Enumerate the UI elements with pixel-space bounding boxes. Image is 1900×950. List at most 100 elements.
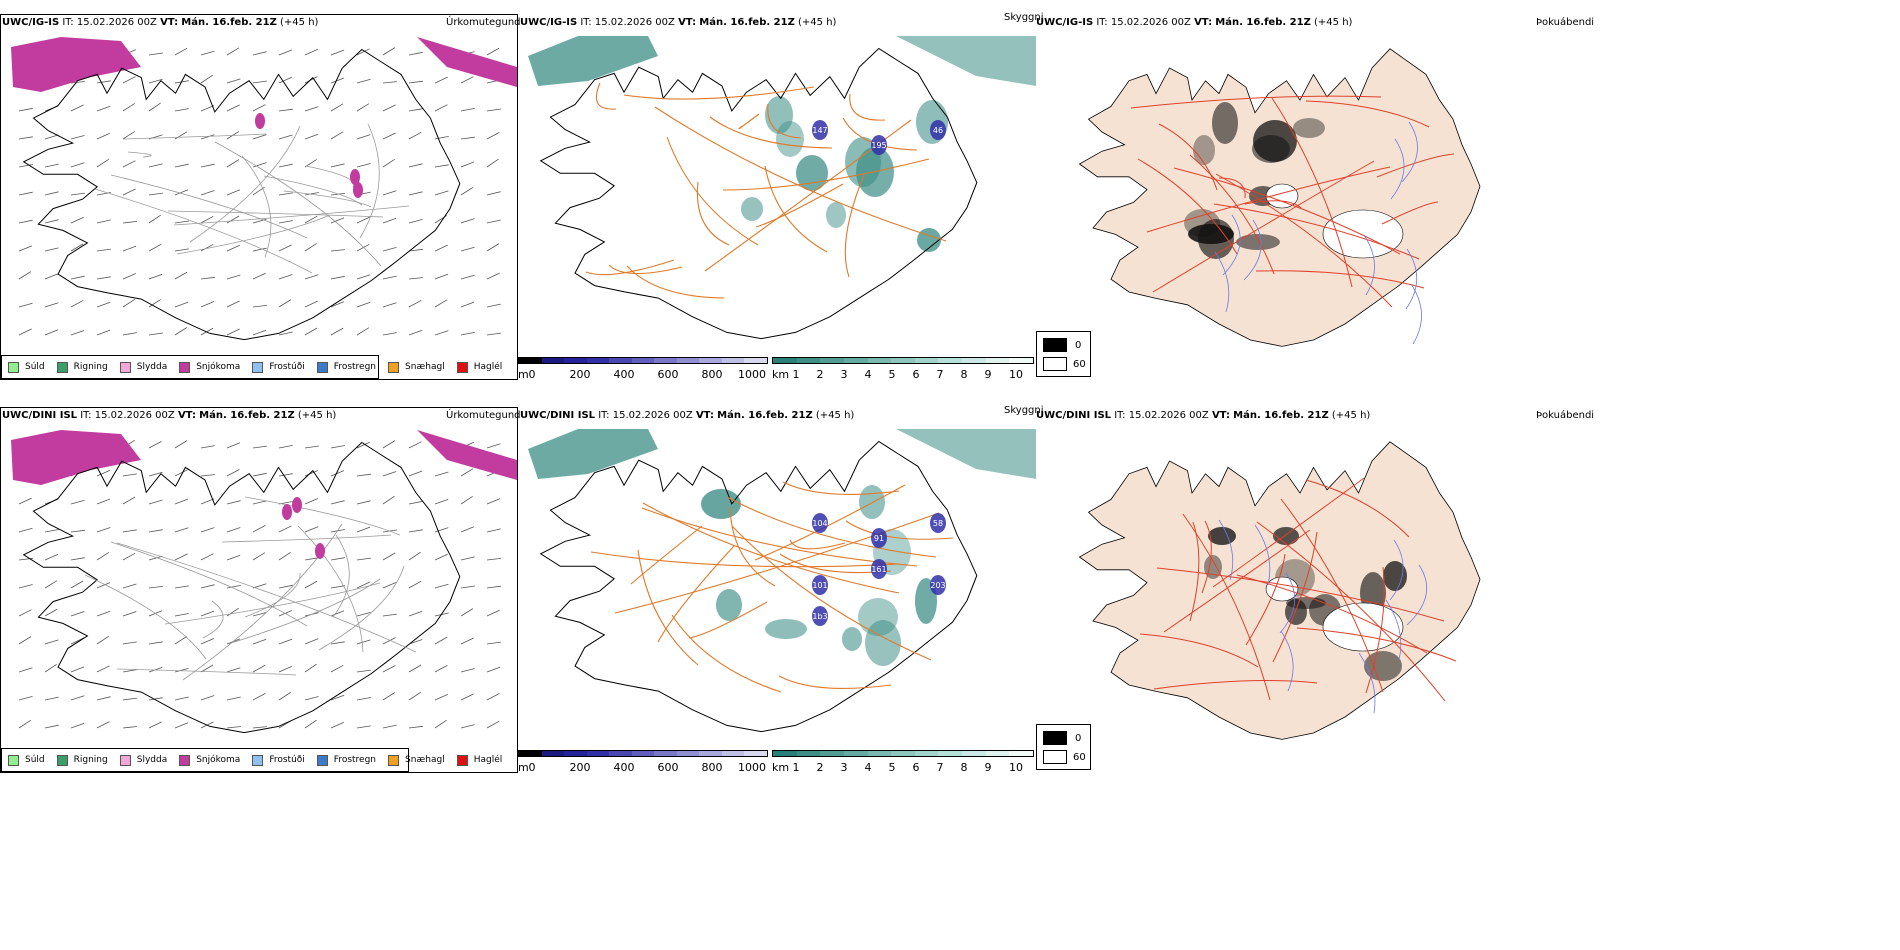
wind-barb — [460, 693, 474, 701]
wind-barb — [44, 191, 59, 196]
lead-time: (+45 h) — [815, 410, 855, 421]
wind-barb — [408, 551, 421, 561]
wind-barb — [18, 302, 33, 308]
panel-title-cloud-row0: Skyggni — [1004, 12, 1044, 23]
colorbar-tick: 400 — [613, 761, 635, 774]
wind-barb — [252, 104, 266, 112]
wind-barb — [356, 500, 371, 505]
legend-swatch — [119, 754, 131, 766]
wind-barb — [434, 527, 449, 533]
wind-barb — [70, 580, 84, 589]
wind-barb — [486, 108, 501, 112]
wind-barb — [382, 47, 396, 56]
wind-barb — [408, 610, 423, 617]
wind-barb — [304, 327, 318, 336]
wind-barb — [434, 104, 448, 112]
snow-area — [315, 543, 325, 559]
wind-barb — [434, 471, 449, 477]
visibility-area — [842, 627, 862, 651]
vt-value: Mán. 16.feb. 21Z — [699, 17, 795, 28]
wind-barb — [408, 470, 423, 477]
legend-item: Frostúði — [252, 754, 305, 766]
wind-barb — [330, 301, 345, 308]
wind-barb — [200, 243, 214, 252]
road — [1213, 203, 1420, 260]
wind-barb — [226, 469, 240, 477]
vt-label: VT: — [695, 410, 714, 421]
wind-barb — [434, 190, 449, 196]
wind-barb — [174, 668, 189, 673]
wind-barb — [200, 445, 215, 449]
visibility-area — [528, 429, 658, 479]
wind-barb — [122, 221, 137, 224]
wind-barb — [174, 271, 188, 280]
visibility-area — [859, 485, 885, 519]
visibility-colorbar-row1: km 1 2 3 4 5 6 7 8 9 10 — [772, 750, 1034, 774]
wind-barb — [252, 726, 267, 729]
wind-barb — [226, 47, 240, 56]
road — [127, 151, 152, 158]
wind-barb — [122, 245, 137, 252]
wind-barb — [252, 162, 267, 168]
road — [626, 265, 725, 299]
road — [849, 93, 886, 121]
it-label: IT: — [1114, 410, 1126, 421]
fog-legend-low-swatch — [1043, 357, 1067, 371]
wind-barb — [304, 106, 319, 112]
wind-barb — [200, 695, 215, 701]
snow-area — [350, 169, 360, 185]
wind-barb — [382, 158, 395, 168]
wind-barb — [44, 273, 59, 280]
ceiling-area — [871, 135, 887, 155]
fog-area — [1273, 527, 1299, 545]
wind-barb — [200, 474, 215, 477]
wind-barb — [18, 164, 33, 168]
wind-barb — [18, 609, 32, 617]
visibility-area — [896, 429, 1036, 479]
legend-label: Haglél — [473, 755, 503, 765]
wind-barb — [96, 158, 109, 168]
roads — [1139, 477, 1457, 702]
legend-item: Slydda — [119, 361, 167, 373]
wind-barb — [356, 581, 370, 589]
wind-barb — [460, 246, 475, 252]
wind-barb — [486, 720, 500, 729]
visibility-area — [896, 36, 1036, 86]
wind-barb — [44, 696, 59, 701]
coastline — [22, 441, 461, 734]
wind-barb — [278, 525, 292, 533]
legend-swatch — [252, 361, 264, 373]
wind-barb — [460, 274, 475, 280]
wind-barb — [330, 49, 345, 56]
wind-barb — [252, 80, 267, 84]
wind-barb — [174, 527, 189, 533]
wind-barb — [486, 132, 500, 140]
wind-barbs — [18, 439, 501, 729]
wind-barb — [486, 443, 501, 449]
wind-barb — [486, 558, 501, 561]
wind-barb — [460, 301, 475, 308]
wind-barb — [226, 667, 241, 673]
river — [1390, 138, 1405, 200]
road — [110, 541, 308, 627]
wind-barb — [304, 580, 318, 589]
wind-barb — [382, 582, 397, 589]
wind-barb — [96, 329, 111, 336]
wind-barb — [382, 665, 396, 673]
wind-barb — [460, 218, 475, 224]
wind-barb — [226, 554, 241, 561]
wind-barb — [18, 328, 32, 336]
wind-barb — [122, 583, 137, 589]
wind-barb — [460, 468, 474, 477]
fog-area — [1236, 234, 1280, 250]
wind-barb — [460, 161, 475, 168]
wind-barb — [70, 499, 85, 505]
wind-barb — [278, 299, 292, 308]
road — [1218, 177, 1246, 199]
wind-barb — [486, 332, 501, 336]
roads — [94, 123, 410, 274]
legend-swatch — [456, 754, 468, 766]
river — [1385, 599, 1402, 661]
wind-barb — [460, 637, 474, 645]
legend-swatch — [179, 361, 191, 373]
